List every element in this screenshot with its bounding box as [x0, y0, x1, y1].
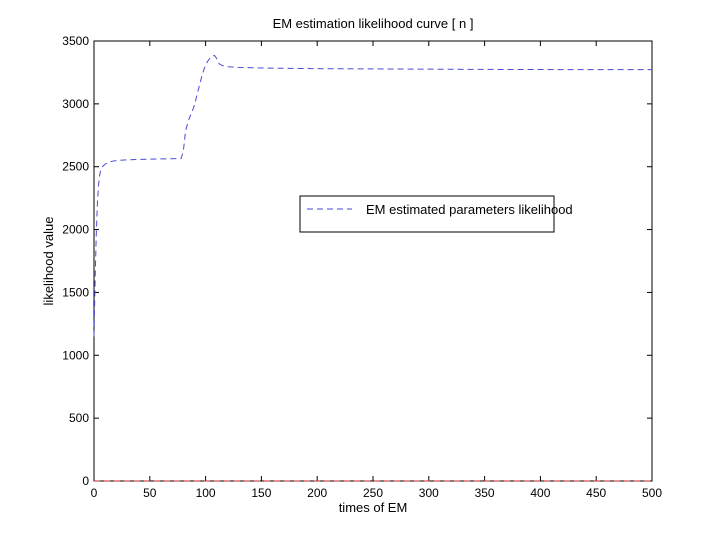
y-tick-label: 0: [82, 474, 89, 488]
x-tick-label: 100: [196, 486, 216, 500]
x-tick-label: 500: [642, 486, 662, 500]
legend: EM estimated parameters likelihood: [299, 195, 573, 233]
y-axis-title: likelihood value: [41, 217, 56, 306]
x-tick-label: 150: [251, 486, 271, 500]
chart-title: EM estimation likelihood curve [ n ]: [273, 16, 474, 31]
y-tick-label: 2000: [62, 223, 89, 237]
x-tick-label: 50: [143, 486, 157, 500]
x-tick-label: 0: [91, 486, 98, 500]
legend-box: [299, 195, 555, 233]
x-axis-title: times of EM: [339, 500, 408, 515]
y-tick-label: 2500: [62, 160, 89, 174]
series-line-1: [93, 54, 652, 337]
legend-label: EM estimated parameters likelihood: [366, 202, 573, 217]
x-tick-label: 300: [419, 486, 439, 500]
axis-ticks: 0 50 100 150 200 250 300 350 400 450 500 0 500 1000 15…: [62, 34, 662, 500]
y-tick-label: 3000: [62, 97, 89, 111]
y-tick-label: 500: [69, 411, 89, 425]
y-tick-label: 1000: [62, 348, 89, 362]
x-tick-label: 450: [586, 486, 606, 500]
y-tick-label: 3500: [62, 34, 89, 48]
x-tick-label: 350: [475, 486, 495, 500]
x-tick-label: 200: [307, 486, 327, 500]
plot-area: [93, 40, 653, 482]
x-tick-label: 250: [363, 486, 383, 500]
y-tick-label: 1500: [62, 285, 89, 299]
x-tick-label: 400: [530, 486, 550, 500]
series-group: [93, 54, 652, 482]
